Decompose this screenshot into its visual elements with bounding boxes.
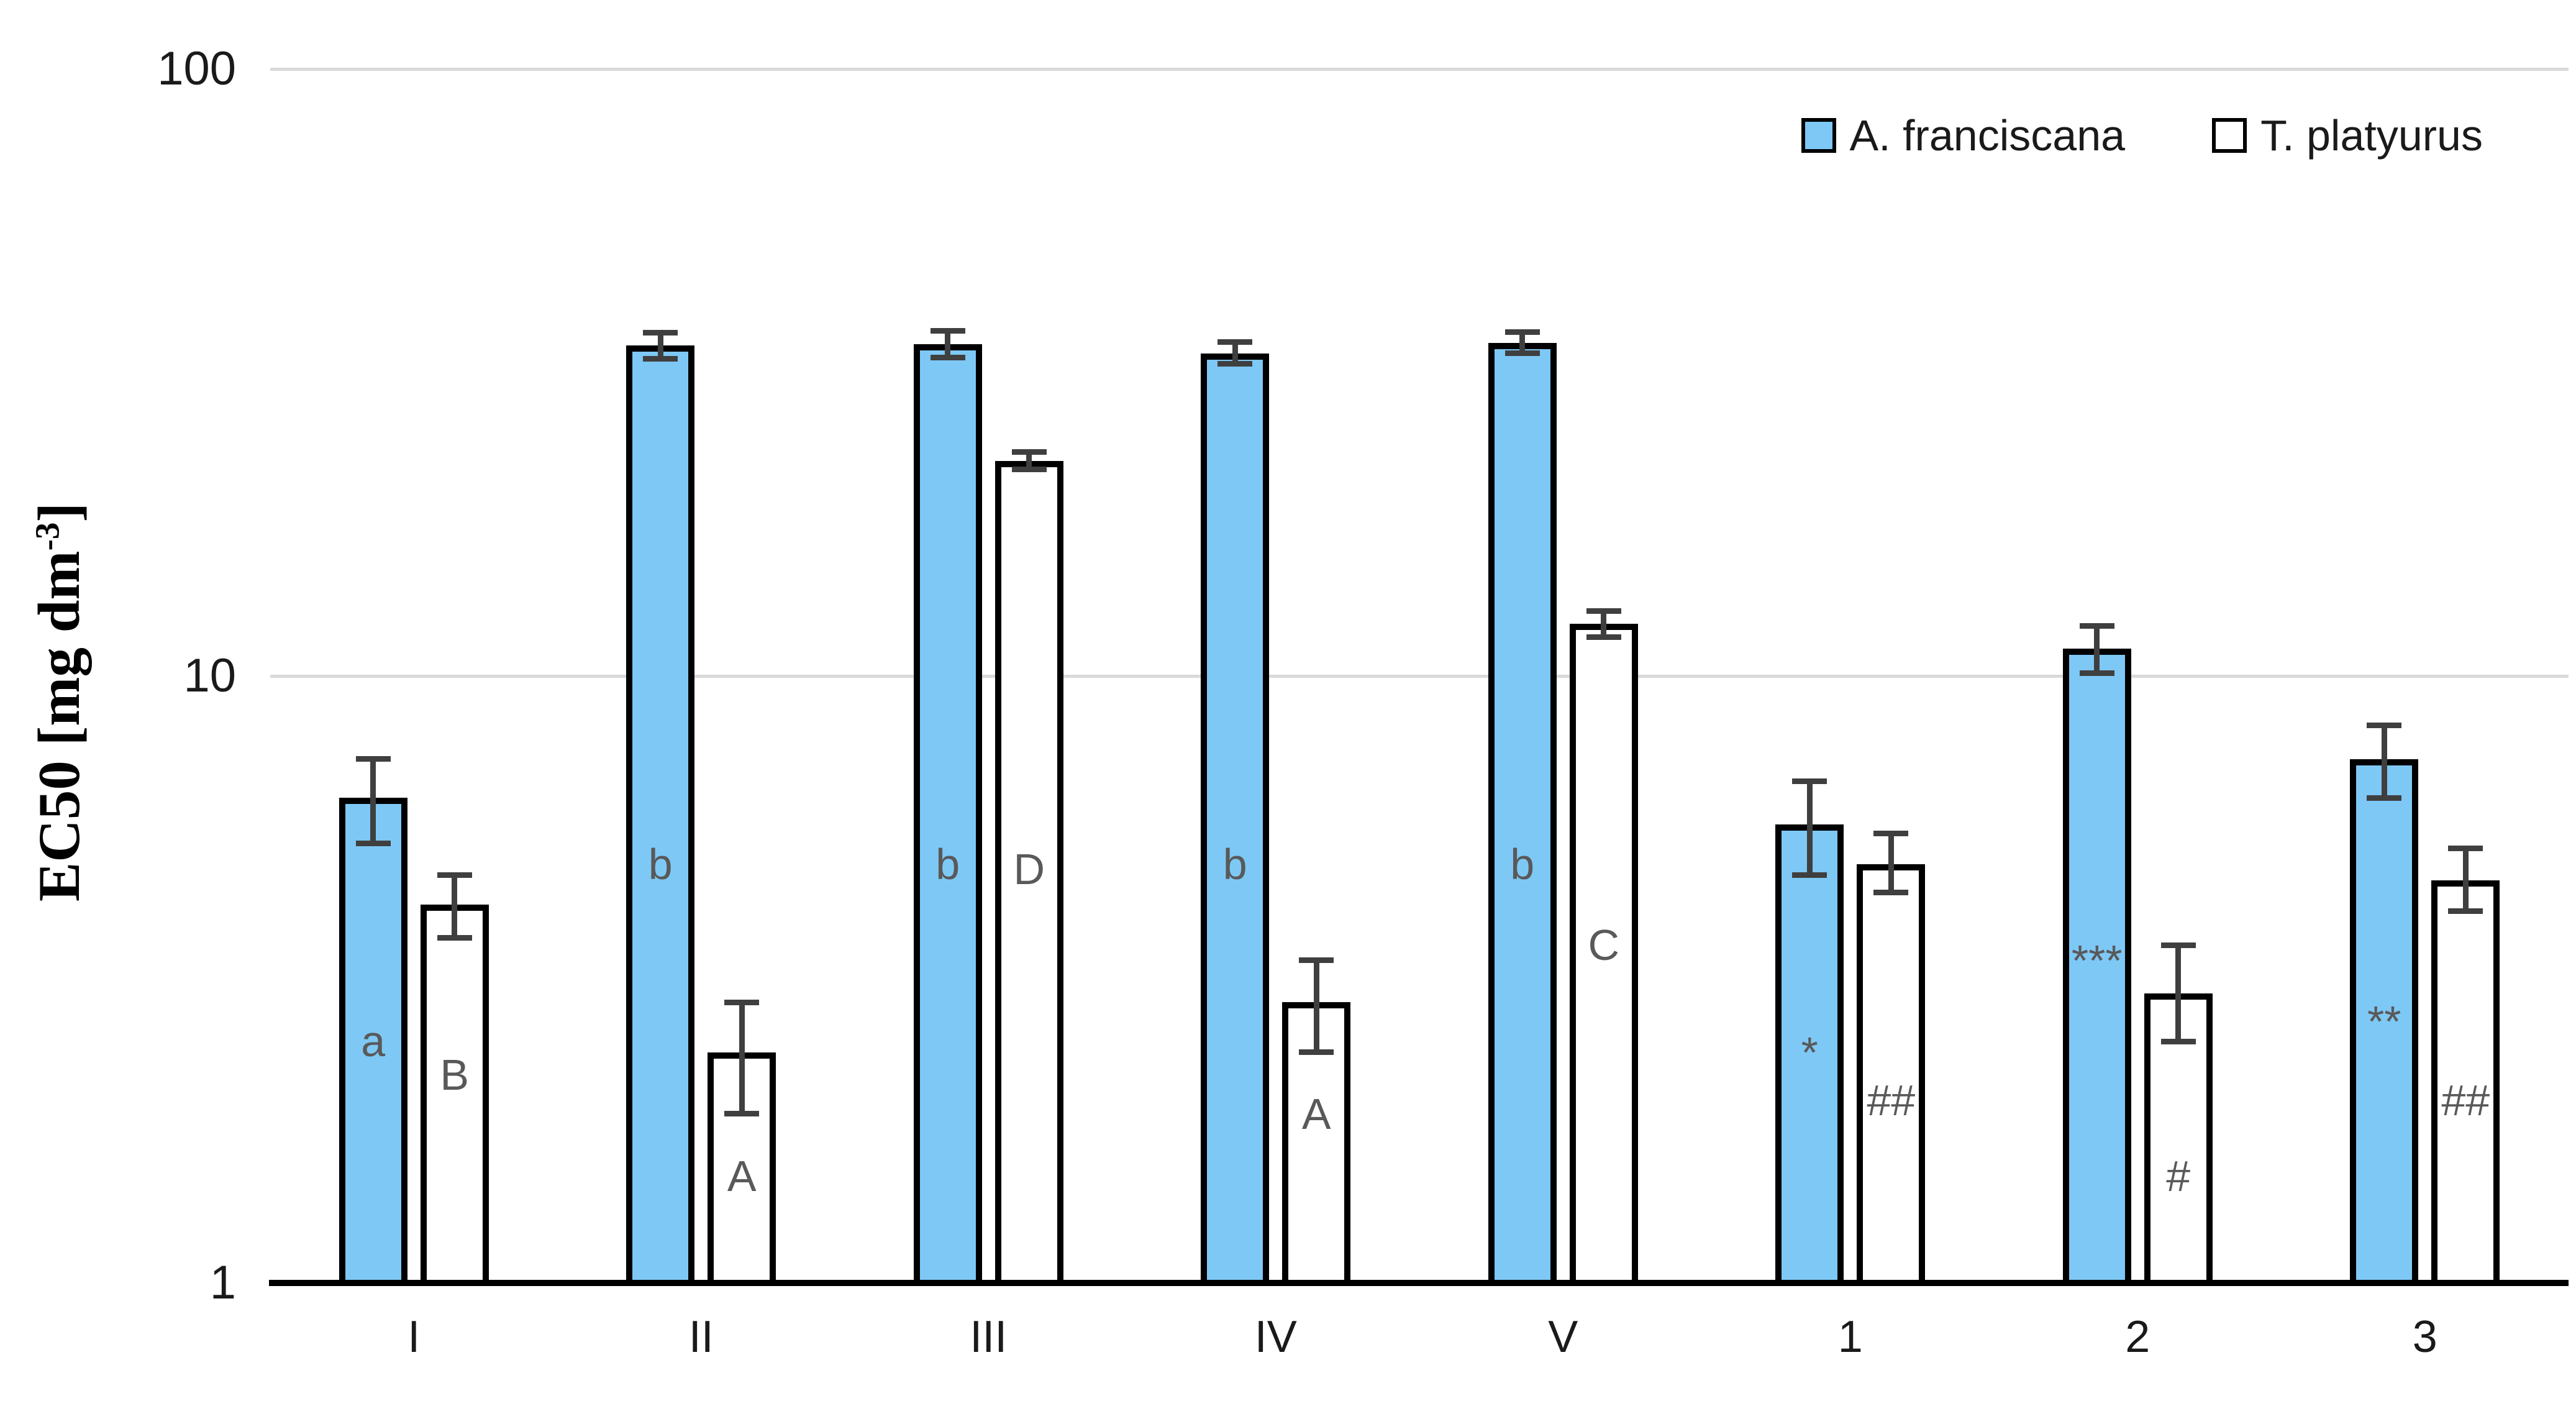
error-bar-cap-bottom [2367, 795, 2402, 801]
bar-annotation-series-a-franciscana-V: b [1510, 839, 1535, 888]
legend-label: A. franciscana [1849, 111, 2126, 160]
error-bar-cap-top [643, 329, 678, 335]
error-bar-series-t-platyurus-I [452, 875, 458, 938]
error-bar-series-t-platyurus-IV [1313, 960, 1319, 1052]
bar-series-t-platyurus-II [708, 1052, 776, 1286]
error-bar-cap-bottom [1586, 634, 1621, 640]
bar-annotation-series-t-platyurus-II: A [727, 1151, 757, 1200]
x-axis-line [269, 1280, 2569, 1286]
x-category-label-I: I [407, 1312, 421, 1362]
error-bar-series-a-franciscana-III [945, 331, 951, 358]
error-bar-cap-bottom [437, 935, 472, 941]
error-bar-series-a-franciscana-I [370, 759, 376, 844]
y-tick-label-100: 100 [157, 42, 236, 95]
bar-annotation-series-t-platyurus-III: D [1013, 845, 1045, 894]
error-bar-cap-top [437, 872, 472, 878]
bar-annotation-series-t-platyurus-I: B [440, 1051, 470, 1100]
bar-series-a-franciscana-V [1488, 342, 1557, 1286]
bar-series-t-platyurus-V [1569, 623, 1638, 1286]
y-tick-label-1: 1 [209, 1256, 236, 1309]
error-bar-series-a-franciscana-V [1519, 332, 1526, 354]
error-bar-cap-top [2079, 623, 2114, 629]
bar-series-a-franciscana-IV [1201, 353, 1270, 1286]
bar-series-t-platyurus-1 [1857, 864, 1926, 1286]
x-category-label-2: 2 [2125, 1312, 2150, 1362]
x-category-label-3: 3 [2412, 1312, 2437, 1362]
bar-series-a-franciscana-1 [1775, 824, 1844, 1286]
error-bar-series-t-platyurus-III [1026, 452, 1032, 470]
error-bar-cap-top [1792, 778, 1827, 785]
gridline-y-100 [270, 67, 2569, 71]
error-bar-cap-top [1217, 339, 1253, 345]
legend-label: T. platyurus [2260, 111, 2483, 160]
error-bar-series-t-platyurus-V [1601, 611, 1607, 637]
legend-swatch-icon [2212, 118, 2247, 153]
error-bar-cap-bottom [1504, 350, 1540, 357]
bar-annotation-series-a-franciscana-1: * [1801, 1028, 1818, 1077]
error-bar-cap-top [930, 328, 965, 334]
error-bar-cap-bottom [2079, 670, 2114, 677]
x-category-label-III: III [970, 1312, 1008, 1362]
error-bar-cap-top [1299, 957, 1334, 964]
bar-annotation-series-a-franciscana-I: a [361, 1017, 386, 1066]
bar-annotation-series-t-platyurus-2: # [2166, 1151, 2191, 1200]
legend: A. franciscana T. platyurus [1801, 111, 2483, 160]
bar-annotation-series-a-franciscana-2: *** [2071, 936, 2123, 985]
bar-series-a-franciscana-II [626, 345, 695, 1286]
bar-series-a-franciscana-I [339, 798, 407, 1286]
error-bar-cap-top [1504, 329, 1540, 335]
legend-swatch-icon [1801, 118, 1836, 153]
error-bar-series-a-franciscana-II [657, 332, 663, 359]
error-bar-cap-top [1011, 449, 1047, 455]
bar-annotation-series-t-platyurus-3: ## [2441, 1075, 2490, 1125]
legend-item-t-platyurus: T. platyurus [2212, 111, 2483, 160]
error-bar-cap-top [355, 756, 391, 762]
error-bar-cap-bottom [1217, 360, 1253, 367]
x-category-label-II: II [688, 1312, 714, 1362]
bar-annotation-series-t-platyurus-1: ## [1867, 1075, 1916, 1125]
legend-item-a-franciscana: A. franciscana [1801, 111, 2126, 160]
x-category-label-IV: IV [1254, 1312, 1297, 1362]
error-bar-series-t-platyurus-II [739, 1002, 745, 1114]
error-bar-cap-bottom [355, 840, 391, 846]
error-bar-series-a-franciscana-IV [1232, 342, 1238, 364]
bar-series-t-platyurus-3 [2431, 880, 2500, 1286]
y-tick-label-10: 10 [183, 649, 236, 702]
bar-annotation-series-a-franciscana-IV: b [1222, 839, 1247, 888]
bar-annotation-series-t-platyurus-V: C [1588, 921, 1620, 970]
error-bar-cap-top [724, 999, 760, 1005]
error-bar-cap-bottom [1011, 466, 1047, 472]
bar-annotation-series-a-franciscana-III: b [935, 839, 960, 888]
error-bar-series-t-platyurus-1 [1888, 833, 1894, 893]
error-bar-cap-bottom [1873, 889, 1909, 895]
error-bar-cap-bottom [643, 356, 678, 362]
error-bar-cap-top [1873, 831, 1909, 837]
x-category-label-V: V [1548, 1312, 1578, 1362]
error-bar-series-t-platyurus-3 [2462, 848, 2469, 911]
bar-annotation-series-a-franciscana-II: b [648, 839, 673, 888]
bar-series-a-franciscana-III [913, 344, 982, 1286]
bar-annotation-series-a-franciscana-3: ** [2367, 997, 2401, 1046]
error-bar-series-a-franciscana-1 [1806, 781, 1813, 875]
error-bar-cap-top [2367, 722, 2402, 728]
error-bar-cap-bottom [1792, 872, 1827, 878]
error-bar-cap-bottom [2448, 908, 2483, 914]
bar-annotation-series-t-platyurus-IV: A [1301, 1089, 1331, 1138]
error-bar-series-a-franciscana-2 [2094, 626, 2100, 673]
x-category-label-1: 1 [1837, 1312, 1863, 1362]
error-bar-cap-bottom [724, 1111, 760, 1117]
error-bar-cap-bottom [930, 354, 965, 360]
error-bar-cap-top [1586, 608, 1621, 614]
error-bar-cap-top [2448, 845, 2483, 851]
error-bar-cap-bottom [1299, 1049, 1334, 1056]
error-bar-cap-top [2160, 942, 2196, 948]
error-bar-series-t-platyurus-2 [2175, 945, 2182, 1042]
error-bar-series-a-franciscana-3 [2381, 725, 2387, 798]
bar-series-t-platyurus-I [420, 905, 489, 1286]
error-bar-cap-bottom [2160, 1038, 2196, 1044]
gridline-y-10 [270, 674, 2569, 678]
